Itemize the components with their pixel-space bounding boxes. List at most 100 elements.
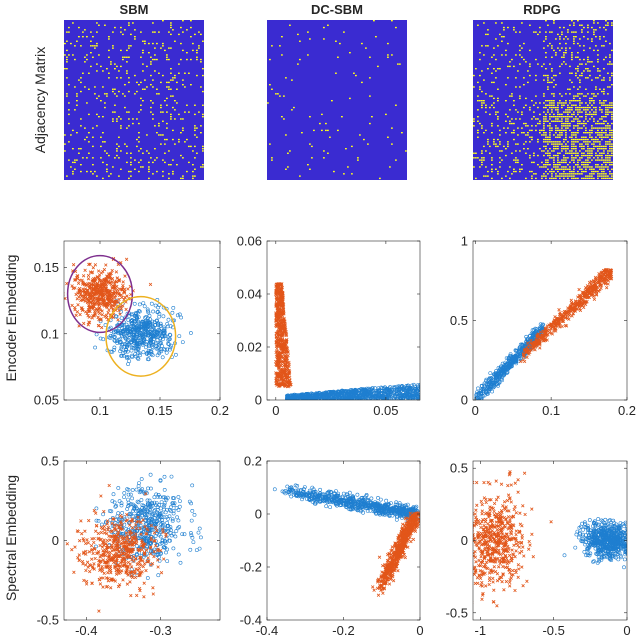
matrix-entry [513, 26, 515, 29]
matrix-entry [154, 31, 156, 33]
matrix-entry [599, 118, 601, 120]
matrix-entry [579, 24, 581, 26]
matrix-entry [128, 24, 130, 26]
matrix-entry [186, 52, 188, 54]
matrix-entry [202, 113, 204, 116]
matrix-entry [571, 113, 573, 116]
matrix-entry [515, 150, 517, 152]
matrix-entry [609, 79, 611, 81]
matrix-entry [605, 177, 607, 180]
matrix-entry [579, 104, 581, 106]
matrix-entry [487, 68, 489, 70]
matrix-entry [591, 113, 593, 116]
scatter-point [170, 310, 175, 315]
matrix-entry [569, 166, 571, 168]
matrix-entry [595, 111, 597, 113]
matrix-entry [150, 106, 152, 109]
matrix-entry [192, 177, 194, 180]
matrix-entry [533, 116, 535, 118]
matrix-entry [64, 54, 66, 56]
scatter-point [416, 394, 420, 399]
matrix-entry [609, 173, 611, 175]
matrix-entry [563, 148, 565, 150]
matrix-entry [605, 24, 607, 26]
matrix-entry [323, 26, 325, 29]
matrix-entry [194, 113, 196, 116]
matrix-entry [573, 175, 575, 177]
scatter-point [332, 395, 336, 400]
matrix-entry [589, 175, 591, 177]
matrix-entry [325, 129, 327, 132]
matrix-entry [597, 127, 599, 129]
matrix-entry [573, 125, 575, 127]
matrix-entry [609, 125, 611, 127]
matrix-entry [509, 122, 511, 125]
matrix-entry [561, 104, 563, 106]
matrix-entry [549, 141, 551, 143]
matrix-entry [359, 134, 361, 136]
scatter-point [162, 328, 167, 333]
scatter-point [150, 353, 155, 358]
matrix-entry [535, 173, 537, 175]
matrix-entry [551, 45, 553, 47]
matrix-entry [567, 88, 569, 90]
matrix-entry [551, 177, 553, 180]
matrix-entry [481, 104, 483, 106]
matrix-entry [134, 74, 136, 77]
matrix-entry [379, 177, 381, 180]
scatter-point [387, 394, 392, 399]
matrix-entry [152, 31, 154, 33]
scatter-point [82, 321, 86, 326]
matrix-entry [150, 56, 152, 58]
matrix-entry [70, 166, 72, 168]
matrix-entry [589, 97, 591, 100]
matrix-entry [545, 36, 547, 38]
matrix-entry [545, 116, 547, 118]
scatter-point [140, 319, 145, 324]
matrix-entry [124, 29, 126, 31]
matrix-entry [609, 138, 611, 141]
matrix-entry [571, 141, 573, 143]
matrix-entry [152, 173, 154, 175]
matrix-entry [148, 177, 150, 180]
matrix-entry [192, 49, 194, 52]
matrix-entry [164, 49, 166, 52]
matrix-entry [565, 52, 567, 54]
matrix-entry [553, 102, 555, 104]
matrix-entry [297, 33, 299, 36]
matrix-entry [64, 42, 66, 45]
matrix-entry [164, 143, 166, 145]
matrix-entry [577, 109, 579, 111]
scatter-point [162, 326, 167, 331]
matrix-entry [537, 138, 539, 141]
matrix-entry [589, 47, 591, 49]
matrix-entry [553, 113, 555, 116]
scatter-point [134, 317, 139, 322]
matrix-entry [587, 70, 589, 72]
matrix-entry [591, 100, 593, 102]
matrix-entry [491, 81, 493, 84]
matrix-entry [597, 122, 599, 125]
matrix-entry [281, 54, 283, 56]
matrix-entry [82, 72, 84, 74]
y-tick-label: 0 [255, 393, 262, 408]
matrix-entry [146, 150, 148, 152]
matrix-entry [599, 143, 601, 145]
matrix-entry [549, 104, 551, 106]
matrix-entry [553, 120, 555, 122]
matrix-entry [521, 113, 523, 116]
matrix-entry [102, 86, 104, 88]
matrix-entry [569, 47, 571, 49]
scatter-point [374, 389, 379, 394]
matrix-entry [140, 81, 142, 84]
matrix-entry [575, 148, 577, 150]
axes-box [63, 240, 221, 401]
scatter-point [491, 382, 496, 387]
matrix-entry [565, 100, 567, 102]
matrix-entry [200, 125, 202, 127]
matrix-entry [565, 129, 567, 132]
matrix-entry [188, 72, 190, 74]
matrix-entry [555, 164, 557, 166]
matrix-entry [98, 54, 100, 56]
matrix-entry [557, 106, 559, 109]
